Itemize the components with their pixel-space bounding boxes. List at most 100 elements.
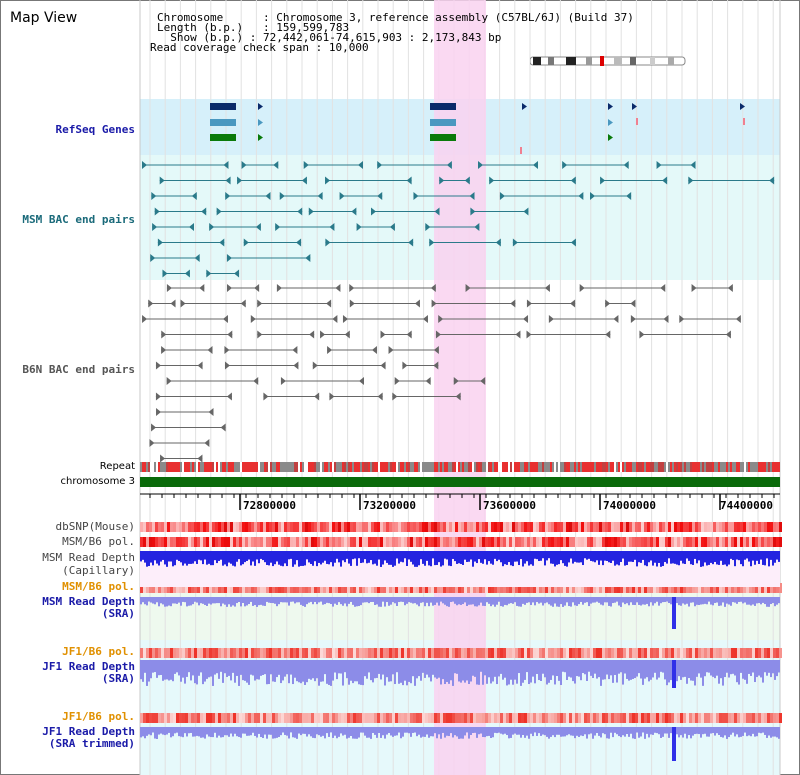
b6n-bac-end bbox=[280, 377, 286, 385]
depth-bar bbox=[474, 727, 476, 733]
depth-bar bbox=[362, 597, 364, 603]
repeat-cell bbox=[388, 462, 390, 472]
label-chromosome[interactable]: chromosome 3 bbox=[60, 476, 135, 487]
gene-block bbox=[430, 119, 456, 126]
depth-bar bbox=[546, 551, 548, 561]
depth-bar bbox=[218, 727, 220, 736]
density-cell bbox=[308, 583, 311, 593]
depth-bar bbox=[298, 597, 300, 603]
depth-bar bbox=[646, 660, 648, 678]
depth-bar bbox=[766, 660, 768, 676]
label-jf1-read-depth-trim[interactable]: JF1 Read Depth bbox=[42, 725, 135, 738]
depth-bar bbox=[252, 727, 254, 733]
depth-bar bbox=[544, 727, 546, 736]
label-msm-b6-pol-2[interactable]: MSM/B6 pol. bbox=[62, 580, 135, 593]
density-cell bbox=[398, 522, 401, 532]
depth-bar bbox=[548, 551, 550, 559]
density-cell bbox=[542, 648, 545, 658]
depth-bar bbox=[296, 727, 298, 739]
density-cell bbox=[359, 583, 362, 593]
depth-bar bbox=[648, 597, 650, 607]
density-cell bbox=[512, 537, 515, 547]
msm-bac-end bbox=[317, 192, 323, 200]
label-repeat[interactable]: Repeat bbox=[99, 461, 135, 472]
density-cell bbox=[572, 648, 575, 658]
repeat-cell bbox=[378, 462, 380, 472]
label-dbsnp[interactable]: dbSNP(Mouse) bbox=[55, 520, 135, 533]
depth-bar bbox=[604, 551, 606, 561]
depth-bar bbox=[608, 551, 610, 563]
repeat-cell bbox=[764, 462, 766, 472]
depth-bar bbox=[202, 660, 204, 685]
depth-bar bbox=[218, 660, 220, 679]
repeat-cell bbox=[342, 462, 344, 472]
density-cell bbox=[212, 522, 215, 532]
msm-bac-end bbox=[446, 161, 452, 169]
density-cell bbox=[587, 522, 590, 532]
depth-bar bbox=[552, 660, 554, 676]
density-cell bbox=[266, 537, 269, 547]
depth-bar bbox=[200, 727, 202, 738]
chromosome-ideogram[interactable] bbox=[529, 52, 687, 66]
label-b6n-bac[interactable]: B6N BAC end pairs bbox=[22, 363, 135, 376]
density-cell bbox=[179, 537, 182, 547]
repeat-cell bbox=[332, 462, 334, 472]
depth-bar bbox=[720, 727, 722, 737]
gene-mark bbox=[636, 118, 638, 125]
depth-bar bbox=[584, 727, 586, 735]
density-cell bbox=[230, 713, 233, 723]
b6n-bac-end bbox=[149, 439, 155, 447]
depth-bar bbox=[306, 597, 308, 605]
label-msm-b6-pol-1[interactable]: MSM/B6 pol. bbox=[62, 535, 135, 548]
depth-bar bbox=[234, 597, 236, 607]
density-cell bbox=[548, 648, 551, 658]
density-cell bbox=[581, 583, 584, 593]
density-cell bbox=[209, 583, 212, 593]
density-cell bbox=[464, 648, 467, 658]
depth-bar bbox=[490, 660, 492, 684]
density-cell bbox=[194, 713, 197, 723]
density-cell bbox=[719, 537, 722, 547]
depth-bar bbox=[744, 727, 746, 733]
depth-bar bbox=[536, 727, 538, 736]
label-jf1-read-depth-sra[interactable]: JF1 Read Depth bbox=[42, 660, 135, 673]
depth-bar bbox=[692, 660, 694, 681]
depth-bar bbox=[486, 551, 488, 565]
density-cell bbox=[152, 583, 155, 593]
depth-bar bbox=[572, 551, 574, 564]
depth-bar bbox=[682, 551, 684, 564]
label-jf1-b6-pol-1[interactable]: JF1/B6 pol. bbox=[62, 645, 135, 658]
depth-bar bbox=[280, 727, 282, 736]
depth-bar bbox=[734, 727, 736, 737]
repeat-cell bbox=[240, 462, 242, 472]
density-cell bbox=[611, 522, 614, 532]
label-msm-read-depth-sra[interactable]: MSM Read Depth bbox=[42, 595, 135, 608]
depth-bar bbox=[656, 551, 658, 567]
density-cell bbox=[269, 648, 272, 658]
density-cell bbox=[212, 583, 215, 593]
label-refseq-genes[interactable]: RefSeq Genes bbox=[55, 123, 135, 136]
depth-bar bbox=[194, 727, 196, 737]
depth-bar bbox=[350, 551, 352, 566]
label-msm-read-depth-cap[interactable]: MSM Read Depth bbox=[42, 551, 135, 564]
repeat-cell bbox=[592, 462, 594, 472]
depth-bar bbox=[778, 551, 780, 562]
b6n-bac-end bbox=[254, 284, 260, 292]
depth-bar bbox=[432, 727, 434, 737]
msm-bac-end bbox=[406, 176, 412, 185]
depth-bar bbox=[438, 597, 440, 606]
depth-bar bbox=[654, 660, 656, 673]
depth-bar bbox=[588, 727, 590, 735]
density-cell bbox=[428, 522, 431, 532]
repeat-cell bbox=[672, 462, 674, 472]
depth-bar bbox=[476, 551, 478, 564]
depth-bar bbox=[176, 660, 178, 673]
depth-bar bbox=[370, 660, 372, 681]
label-msm-bac[interactable]: MSM BAC end pairs bbox=[22, 213, 135, 226]
density-cell bbox=[443, 522, 446, 532]
density-cell bbox=[746, 713, 749, 723]
repeat-cell bbox=[620, 462, 622, 472]
label-jf1-b6-pol-2[interactable]: JF1/B6 pol. bbox=[62, 710, 135, 723]
depth-bar bbox=[598, 551, 600, 565]
